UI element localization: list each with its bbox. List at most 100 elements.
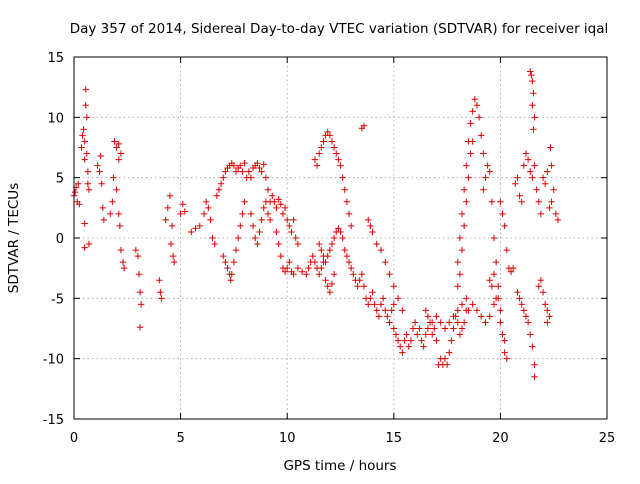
data-point bbox=[396, 343, 404, 350]
data-point bbox=[535, 283, 542, 290]
data-point bbox=[136, 289, 144, 296]
data-point bbox=[527, 168, 534, 175]
data-point bbox=[497, 198, 504, 205]
data-point bbox=[509, 264, 517, 272]
data-point bbox=[256, 164, 263, 172]
data-point bbox=[514, 174, 521, 181]
data-point bbox=[411, 319, 419, 326]
data-point bbox=[463, 198, 470, 205]
data-point bbox=[467, 150, 474, 157]
data-point bbox=[109, 198, 116, 205]
data-point bbox=[286, 222, 293, 230]
data-point bbox=[354, 283, 361, 290]
data-point bbox=[390, 325, 397, 332]
data-point bbox=[433, 337, 440, 344]
data-point bbox=[220, 174, 227, 181]
data-point bbox=[245, 168, 253, 175]
data-point bbox=[482, 319, 489, 326]
data-point bbox=[358, 271, 366, 278]
data-point bbox=[520, 162, 528, 169]
data-point bbox=[322, 258, 329, 266]
data-point bbox=[424, 325, 432, 332]
data-point bbox=[503, 355, 510, 362]
data-point bbox=[117, 150, 125, 157]
data-point bbox=[403, 331, 410, 338]
data-point bbox=[326, 132, 334, 139]
data-point bbox=[448, 337, 455, 344]
data-point bbox=[111, 138, 118, 145]
data-point bbox=[156, 277, 163, 284]
data-point bbox=[482, 174, 489, 181]
data-point bbox=[237, 222, 244, 230]
data-point bbox=[463, 162, 470, 169]
data-point bbox=[365, 301, 372, 308]
data-point bbox=[266, 216, 274, 224]
data-point bbox=[115, 140, 122, 148]
data-point bbox=[262, 198, 270, 205]
data-point bbox=[84, 180, 92, 187]
data-point bbox=[405, 343, 412, 350]
data-point bbox=[247, 210, 255, 218]
data-point bbox=[305, 264, 312, 272]
data-point bbox=[260, 204, 267, 212]
data-point bbox=[330, 144, 338, 151]
data-point bbox=[424, 313, 432, 320]
data-point bbox=[530, 126, 537, 133]
data-point bbox=[531, 114, 538, 121]
data-point bbox=[292, 234, 299, 242]
data-point bbox=[407, 337, 415, 344]
data-point bbox=[529, 174, 536, 181]
data-point bbox=[530, 90, 537, 97]
data-point bbox=[119, 258, 127, 266]
data-point bbox=[84, 168, 92, 175]
y-tick-label: -15 bbox=[43, 413, 64, 428]
data-point bbox=[97, 152, 104, 160]
data-point bbox=[339, 234, 346, 242]
data-point bbox=[347, 222, 355, 230]
data-point bbox=[458, 301, 466, 308]
data-point bbox=[416, 325, 423, 332]
data-point bbox=[337, 228, 344, 236]
data-point bbox=[96, 168, 103, 175]
data-point bbox=[512, 180, 519, 187]
data-point bbox=[450, 325, 457, 332]
data-point bbox=[345, 210, 353, 218]
data-point bbox=[164, 204, 172, 212]
data-point bbox=[516, 295, 523, 302]
data-point bbox=[428, 331, 436, 338]
data-point bbox=[527, 331, 534, 338]
data-point bbox=[469, 108, 476, 115]
data-point bbox=[220, 252, 227, 260]
data-point bbox=[324, 128, 331, 136]
data-point bbox=[433, 313, 440, 320]
data-point bbox=[529, 77, 536, 85]
data-point bbox=[520, 307, 528, 314]
data-point bbox=[324, 283, 331, 290]
data-point bbox=[275, 196, 282, 203]
data-point bbox=[465, 174, 472, 181]
data-point bbox=[401, 337, 408, 344]
data-point bbox=[350, 271, 357, 278]
data-point bbox=[382, 307, 389, 314]
data-point bbox=[328, 138, 336, 145]
y-tick-label: -10 bbox=[43, 353, 64, 368]
data-point bbox=[541, 180, 549, 187]
data-point bbox=[81, 156, 88, 163]
data-point bbox=[420, 343, 427, 350]
data-point bbox=[422, 331, 429, 338]
data-point bbox=[294, 240, 302, 248]
data-point bbox=[247, 174, 255, 181]
data-point bbox=[83, 150, 90, 157]
data-point bbox=[480, 186, 487, 193]
data-point bbox=[392, 331, 400, 338]
data-point bbox=[303, 271, 310, 278]
data-point bbox=[524, 319, 532, 326]
data-point bbox=[446, 319, 453, 326]
data-point bbox=[335, 156, 342, 163]
data-point bbox=[544, 307, 551, 314]
data-point bbox=[207, 216, 214, 224]
data-point bbox=[431, 325, 438, 332]
data-point bbox=[373, 240, 380, 248]
data-point bbox=[390, 301, 397, 308]
data-point bbox=[399, 307, 406, 314]
